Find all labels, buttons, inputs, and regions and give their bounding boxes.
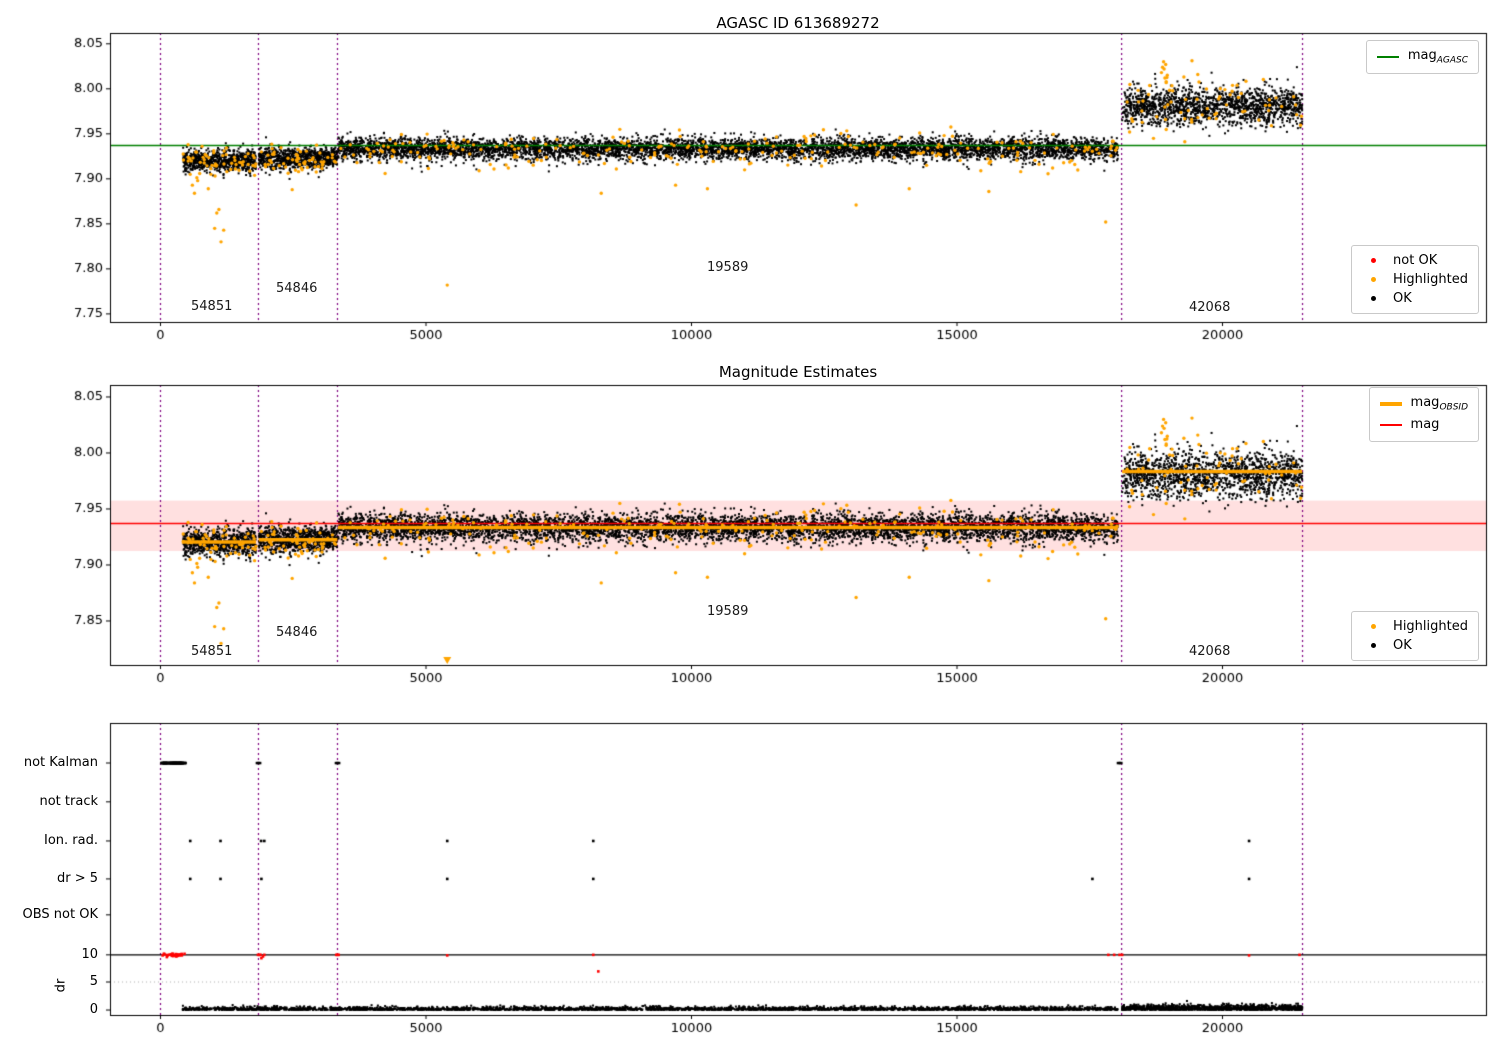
legend-item: mag [1379,415,1468,437]
legend-item: Highlighted [1362,617,1468,636]
orange-line-marker [1379,401,1402,406]
annotation-obsid: 54846 [276,281,318,296]
legend-label: Highlighted [1393,272,1468,287]
black-dot-marker [1370,643,1376,648]
legend-label: magAGASC [1408,48,1468,66]
marker-wrap [1362,619,1384,634]
legend-label: OK [1393,638,1412,653]
legend-item: magOBSID [1379,393,1468,415]
row-label-ion-rad: Ion. rad. [44,833,98,848]
legend-label: Highlighted [1393,619,1468,634]
marker-wrap [1362,291,1384,306]
legend-item: Highlighted [1362,270,1468,289]
chart2-line-legend: magOBSID mag [1368,387,1479,443]
chart1-title: AGASC ID 613689272 [716,14,880,32]
annotation-obsid: 19589 [707,260,749,275]
chart2-title: Magnitude Estimates [718,363,878,381]
dr-axis-label: dr [53,978,69,993]
red-line-marker [1379,424,1402,427]
legend-label-sub: OBSID [1439,402,1468,413]
dr-tick-5: 5 [89,974,98,989]
annotation-obsid: 19589 [707,604,749,619]
row-label-not-track: not track [39,794,98,809]
legend-item: not OK [1362,251,1468,270]
chart1-marker-legend: not OK Highlighted OK [1351,245,1479,314]
marker-wrap [1362,272,1384,287]
legend-item: OK [1362,289,1468,308]
row-label-not-kalman: not Kalman [23,755,98,770]
annotation-obsid: 42068 [1189,644,1231,659]
annotation-obsid: 54851 [191,644,233,659]
legend-label-text: mag [1410,395,1440,410]
annotation-obsid: 54846 [276,625,318,640]
row-label-obs-not-ok: OBS not OK [22,907,99,922]
legend-label-text: mag [1410,416,1440,432]
orange-dot-marker [1370,277,1376,282]
dr-tick-10: 10 [81,947,98,962]
legend-label-sub: AGASC [1436,55,1468,66]
black-dot-marker [1370,296,1376,301]
orange-dot-marker [1370,624,1376,629]
green-line-marker [1376,55,1399,58]
legend-label: OK [1393,291,1412,306]
red-dot-marker [1370,258,1376,263]
dr-tick-0: 0 [89,1002,98,1017]
legend-label: not OK [1393,253,1438,268]
marker-wrap [1362,253,1384,268]
legend-item: OK [1362,636,1468,655]
chart2-marker-legend: Highlighted OK [1351,611,1479,661]
annotation-obsid: 54851 [191,299,233,314]
marker-wrap [1362,638,1384,653]
annotation-obsid: 42068 [1189,300,1231,315]
legend-label: magOBSID [1411,395,1468,413]
chart1-line-legend: magAGASC [1365,40,1479,74]
legend-item: magAGASC [1376,46,1468,68]
row-label-dr-gt5: dr > 5 [56,871,98,886]
legend-label-text: mag [1407,48,1437,63]
legend-label: mag [1411,417,1440,435]
